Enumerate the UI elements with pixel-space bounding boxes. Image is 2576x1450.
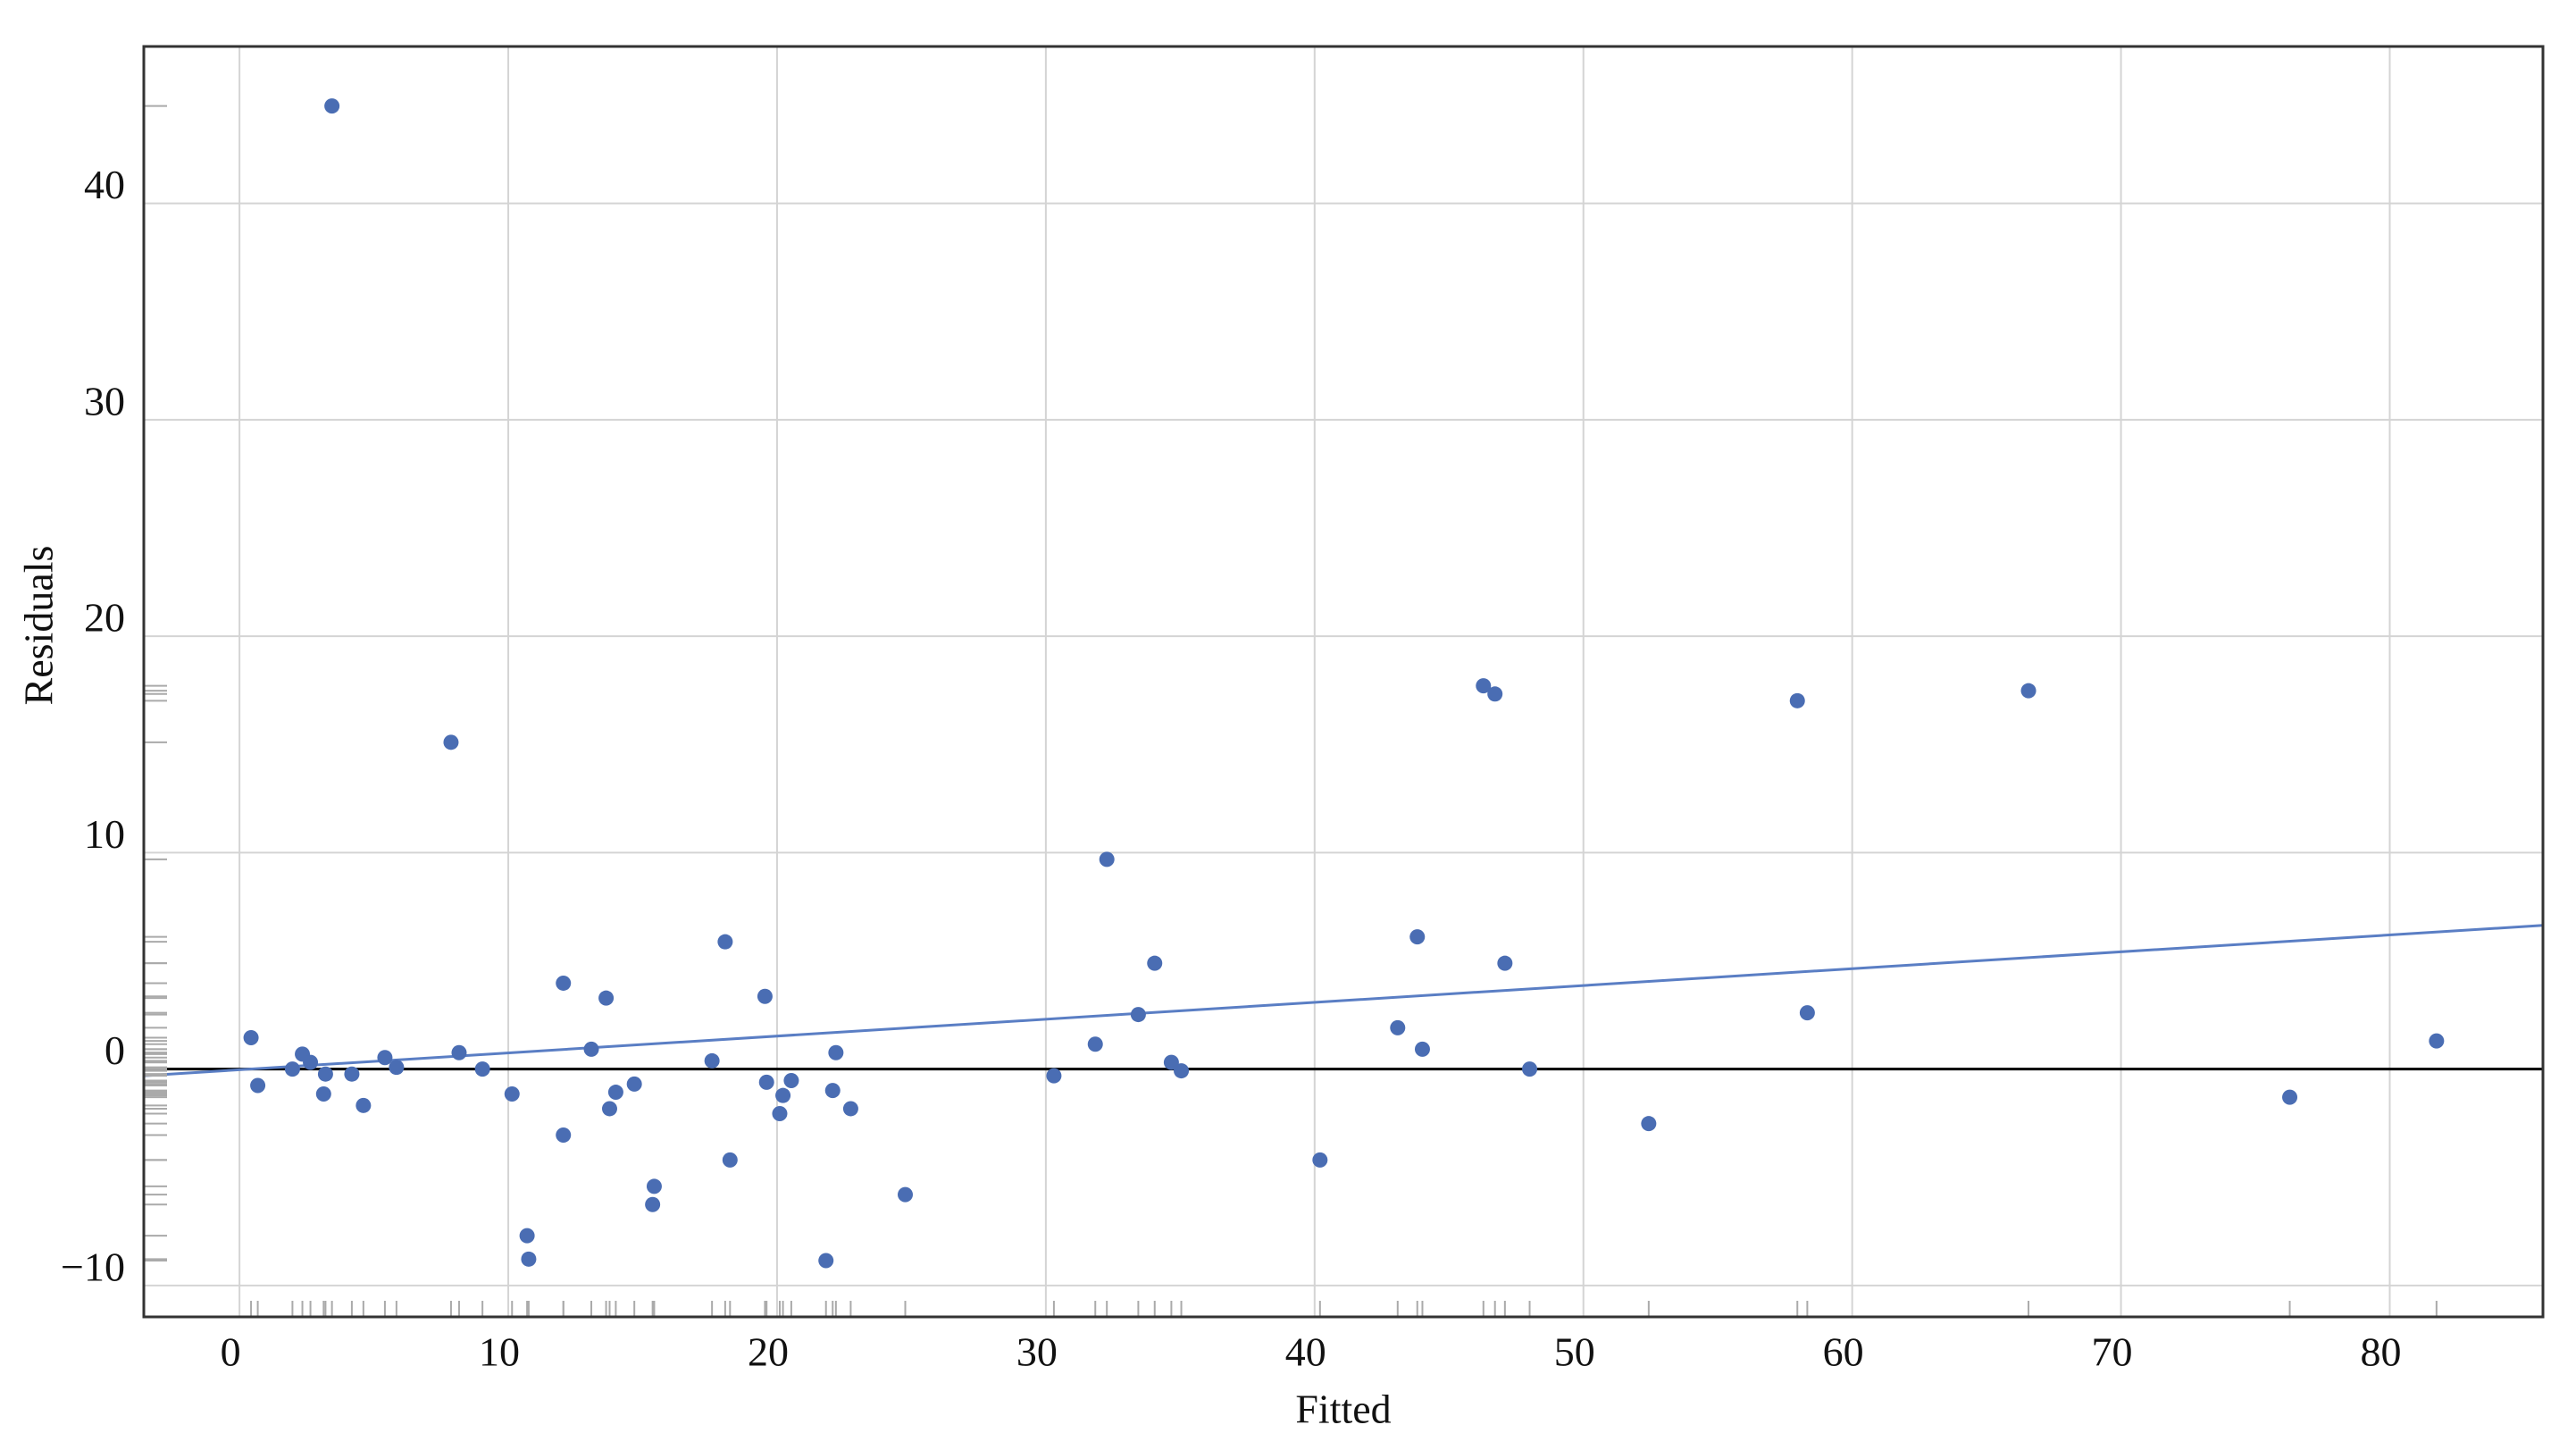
point — [315, 1085, 331, 1102]
point — [556, 1127, 572, 1144]
point — [2282, 1089, 2298, 1105]
x-axis-label: Fitted — [1295, 1387, 1391, 1432]
point — [1487, 686, 1503, 702]
y-tick-label: 30 — [84, 378, 125, 423]
x-tick-label: 0 — [221, 1329, 241, 1375]
point — [646, 1178, 662, 1194]
point — [757, 988, 773, 1004]
point — [828, 1044, 844, 1060]
point — [1147, 955, 1163, 971]
point — [717, 934, 733, 950]
y-tick-label: 10 — [84, 811, 125, 857]
point — [389, 1060, 405, 1076]
point — [303, 1054, 319, 1070]
point — [324, 98, 340, 114]
point — [1641, 1116, 1657, 1132]
point — [1163, 1054, 1179, 1070]
point — [1087, 1036, 1103, 1052]
point — [1789, 692, 1805, 708]
point — [775, 1087, 791, 1103]
point — [842, 1101, 858, 1117]
point — [1799, 1005, 1815, 1021]
x-tick-label: 10 — [479, 1329, 520, 1375]
y-tick-label: 40 — [84, 162, 125, 207]
point — [1099, 851, 1115, 867]
x-tick-label: 70 — [2092, 1329, 2133, 1375]
y-tick-label: 0 — [105, 1027, 125, 1073]
point — [250, 1077, 266, 1094]
point — [355, 1097, 372, 1113]
point — [556, 975, 572, 991]
point — [645, 1196, 661, 1212]
point — [1522, 1061, 1538, 1077]
point — [451, 1044, 467, 1060]
point — [626, 1076, 642, 1092]
point — [601, 1101, 617, 1117]
plot-frame — [142, 45, 2545, 1319]
point — [722, 1152, 738, 1168]
point — [284, 1061, 300, 1077]
x-tick-label: 60 — [1823, 1329, 1864, 1375]
x-tick-label: 40 — [1285, 1329, 1326, 1375]
point — [521, 1251, 537, 1267]
point — [824, 1083, 841, 1099]
x-tick-label: 80 — [2360, 1329, 2401, 1375]
point — [1476, 678, 1492, 694]
point — [443, 734, 459, 750]
point — [772, 1106, 788, 1122]
point — [1390, 1019, 1406, 1035]
point — [607, 1085, 623, 1101]
point — [583, 1041, 599, 1057]
point — [344, 1066, 360, 1082]
point — [783, 1072, 799, 1088]
point — [1409, 929, 1426, 945]
y-axis-label: Residuals — [16, 546, 62, 706]
point — [504, 1085, 520, 1102]
x-tick-label: 30 — [1016, 1329, 1058, 1375]
fit-line — [143, 924, 2544, 1077]
point — [704, 1052, 720, 1069]
x-tick-label: 50 — [1554, 1329, 1595, 1375]
point — [377, 1050, 393, 1066]
point — [317, 1066, 333, 1082]
point — [818, 1253, 834, 1269]
point — [1130, 1007, 1146, 1023]
point — [519, 1228, 535, 1244]
point — [1046, 1068, 1062, 1084]
point — [598, 990, 615, 1006]
point — [2020, 683, 2037, 699]
y-tick-label: −10 — [61, 1244, 125, 1289]
point — [2429, 1033, 2445, 1049]
point — [1497, 955, 1513, 971]
point — [243, 1029, 259, 1045]
y-tick-label: 20 — [84, 595, 125, 641]
point — [474, 1061, 490, 1077]
point — [898, 1186, 914, 1203]
point — [1174, 1063, 1190, 1079]
x-tick-label: 20 — [748, 1329, 789, 1375]
point — [758, 1074, 774, 1090]
point — [1312, 1152, 1328, 1168]
point — [1414, 1041, 1430, 1057]
